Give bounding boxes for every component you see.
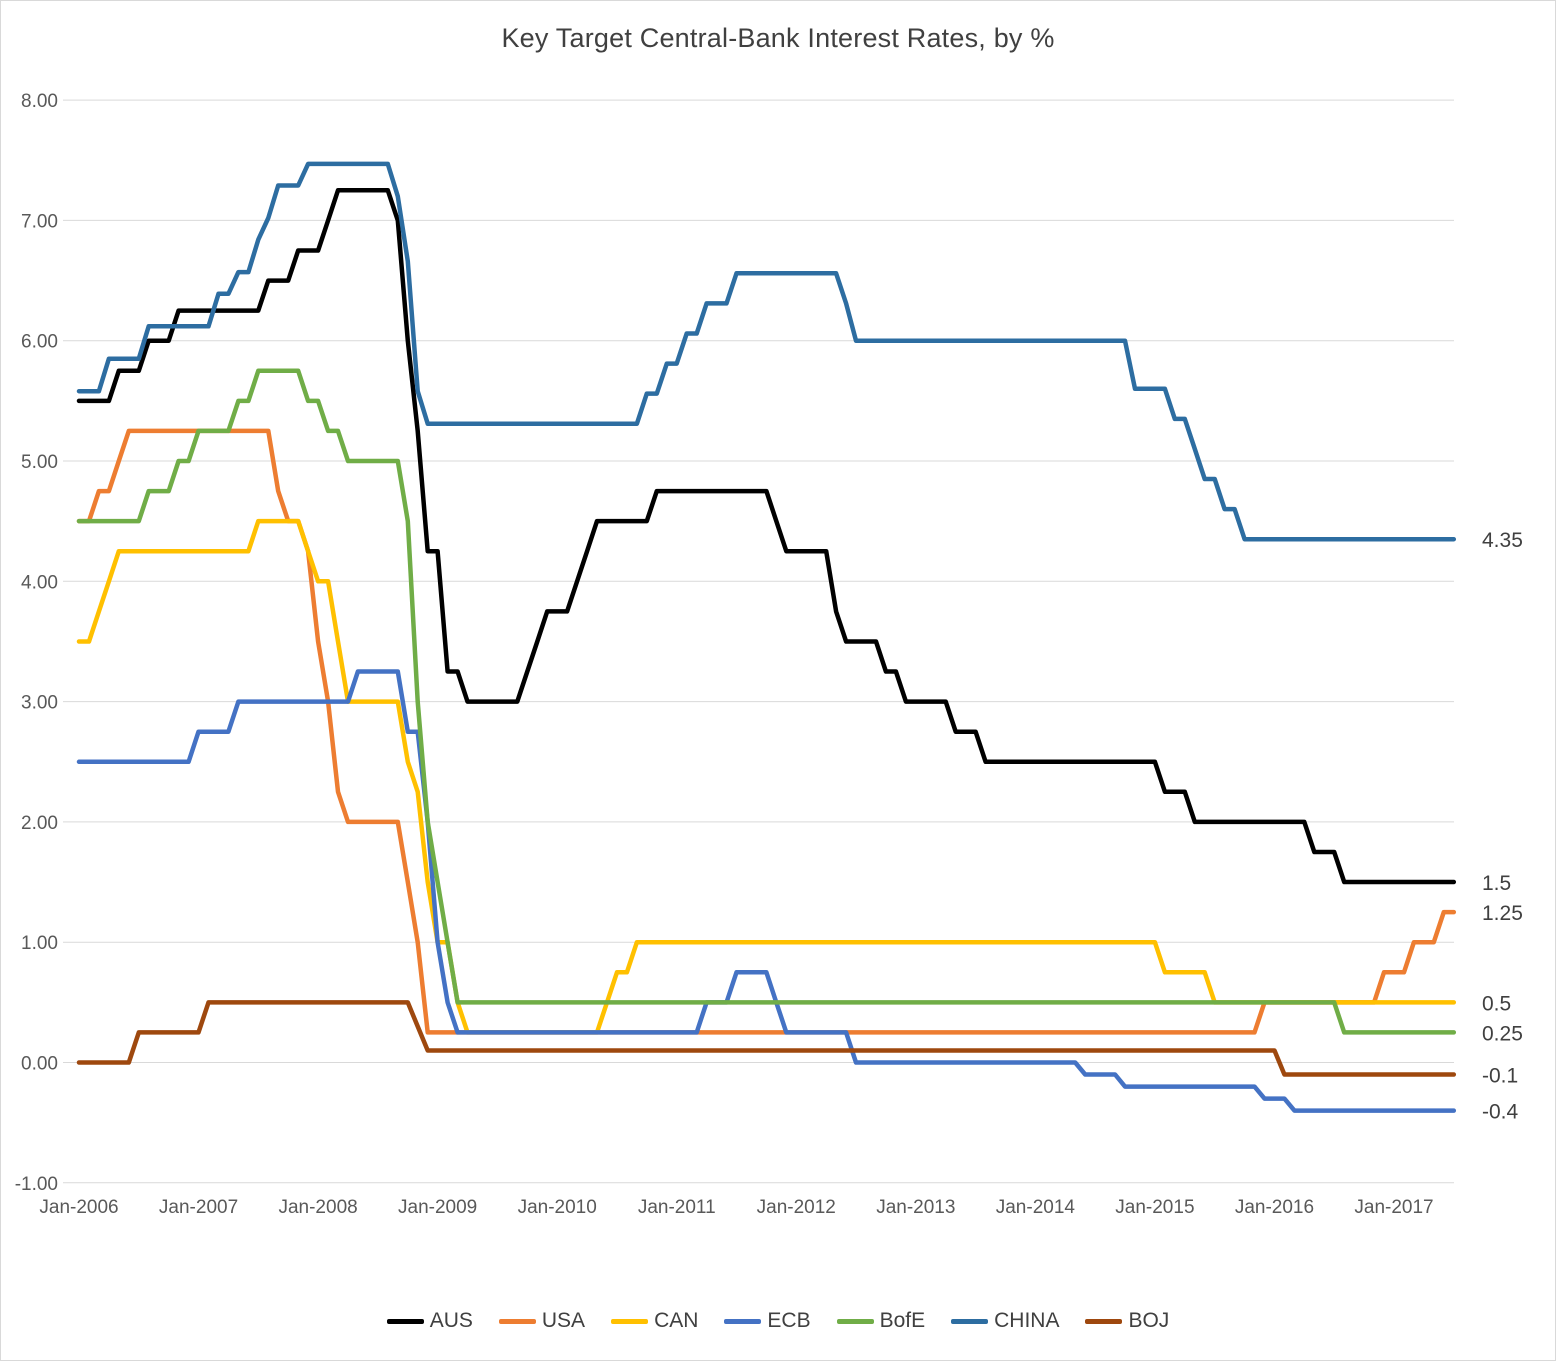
legend-label-aus: AUS (429, 1309, 473, 1332)
legend-item-boj: BOJ (1085, 1309, 1169, 1333)
legend-item-bofe: BofE (836, 1309, 926, 1333)
series-end-label-can: 0.5 (1482, 992, 1511, 1015)
legend-swatch-ecb (724, 1318, 762, 1324)
x-axis-tick-label: Jan-2015 (1115, 1197, 1194, 1218)
series-line-can (76, 518, 1457, 1035)
series-end-label-ecb: -0.4 (1482, 1101, 1519, 1124)
series-end-label-bofe: 0.25 (1482, 1022, 1523, 1045)
series-end-label-usa: 1.25 (1482, 902, 1523, 925)
series-line-aus (76, 188, 1457, 885)
series-line-bofe (76, 368, 1457, 1035)
legend-label-can: CAN (654, 1309, 699, 1332)
y-axis-tick-label: 0.00 (21, 1054, 58, 1075)
x-axis-tick-label: Jan-2016 (1235, 1197, 1314, 1218)
x-axis-tick-label: Jan-2009 (398, 1197, 477, 1218)
legend-swatch-bofe (836, 1318, 874, 1324)
y-axis-tick-label: 4.00 (21, 572, 58, 593)
legend-item-ecb: ECB (724, 1309, 811, 1333)
series-line-boj (76, 1000, 1457, 1077)
y-axis-tick-label: 6.00 (21, 332, 58, 353)
y-axis-tick-label: 3.00 (21, 693, 58, 714)
x-axis-tick-label: Jan-2013 (876, 1197, 955, 1218)
x-axis-tick-label: Jan-2012 (757, 1197, 836, 1218)
legend-item-can: CAN (611, 1309, 698, 1333)
series-line-ecb (76, 669, 1457, 1113)
legend-label-boj: BOJ (1128, 1309, 1170, 1332)
legend-label-bofe: BofE (879, 1309, 926, 1332)
legend-swatch-china (951, 1318, 989, 1324)
x-axis-tick-label: Jan-2006 (39, 1197, 118, 1218)
x-axis-tick-label: Jan-2007 (159, 1197, 238, 1218)
x-axis-tick-label: Jan-2011 (638, 1197, 716, 1218)
y-axis-tick-label: 2.00 (21, 813, 58, 834)
x-axis-tick-label: Jan-2014 (996, 1197, 1076, 1218)
y-axis-tick-label: 1.00 (21, 933, 58, 954)
series-end-label-boj: -0.1 (1482, 1065, 1518, 1088)
y-axis-tick-label: 8.00 (21, 91, 58, 112)
legend-item-usa: USA (498, 1309, 586, 1333)
legend-swatch-can (611, 1318, 649, 1324)
y-axis-tick-label: -1.00 (15, 1174, 58, 1195)
legend-label-usa: USA (541, 1309, 586, 1332)
legend-item-aus: AUS (386, 1309, 473, 1333)
chart-title: Key Target Central-Bank Interest Rates, … (501, 23, 1055, 53)
series-line-china (76, 161, 1457, 542)
legend-label-ecb: ECB (767, 1309, 811, 1332)
legend-swatch-usa (498, 1318, 536, 1324)
y-axis-tick-label: 5.00 (21, 452, 58, 473)
series-end-label-china: 4.35 (1482, 529, 1523, 552)
x-axis-tick-label: Jan-2010 (518, 1197, 597, 1218)
series-end-label-aus: 1.5 (1482, 872, 1511, 895)
legend-swatch-aus (386, 1318, 424, 1324)
legend-item-china: CHINA (951, 1309, 1059, 1333)
chart-legend: AUS USA CAN ECB BofE CHINA BOJ (1, 1309, 1555, 1333)
x-axis-tick-label: Jan-2017 (1354, 1197, 1433, 1218)
y-axis-tick-label: 7.00 (21, 211, 58, 232)
legend-swatch-boj (1085, 1318, 1123, 1324)
legend-label-china: CHINA (994, 1309, 1060, 1332)
x-axis-tick-label: Jan-2008 (278, 1197, 357, 1218)
